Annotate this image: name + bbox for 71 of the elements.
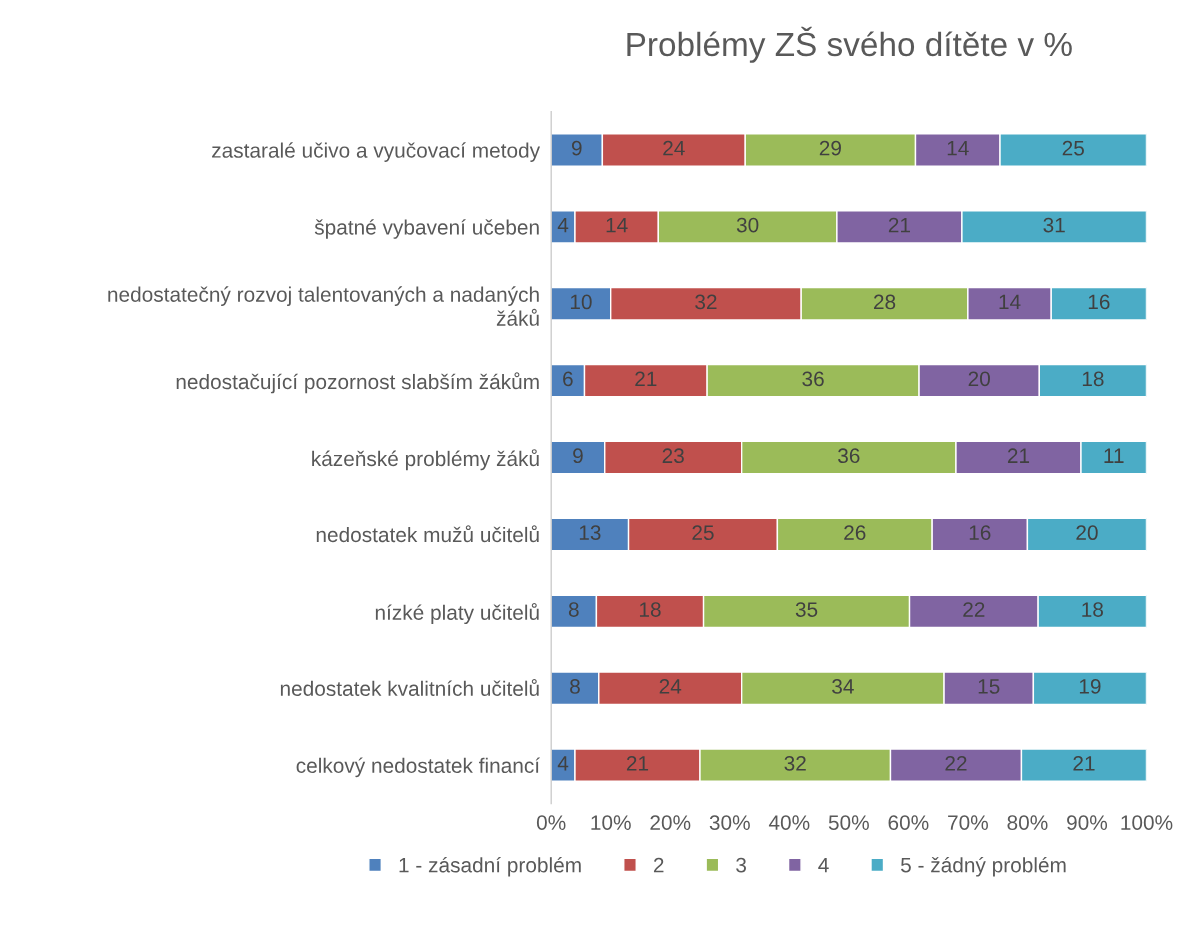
data-label: 16 (969, 525, 991, 541)
data-label: 14 (606, 217, 628, 233)
x-tick-label: 20% (650, 815, 691, 830)
data-label: 31 (1043, 217, 1065, 233)
x-tick-label: 80% (1007, 815, 1048, 830)
legend-label: 4 (818, 857, 829, 873)
legend-label: 3 (736, 857, 746, 873)
data-label: 24 (659, 679, 682, 694)
x-tick-label: 50% (828, 815, 869, 830)
data-label: 18 (1082, 602, 1103, 617)
y-tick-label: nedostatečný rozvoj talentovaných a nadaných žáků (108, 286, 539, 326)
data-label: 36 (838, 448, 860, 464)
data-label: 18 (639, 602, 661, 617)
data-label: 32 (784, 755, 806, 771)
x-tick-label: 70% (948, 815, 988, 830)
data-label: 16 (1088, 294, 1110, 310)
y-tick-label: celkový nedostatek financí (296, 757, 540, 778)
x-tick-label: 60% (888, 815, 929, 830)
data-label: 11 (1104, 448, 1124, 463)
chart-title: Problémy ZŠ svého dítěte v % (627, 26, 1072, 63)
data-label: 22 (963, 602, 985, 617)
data-label: 21 (1073, 755, 1095, 771)
legend-label: 5 - žádný problém (901, 856, 1066, 877)
data-label: 14 (947, 140, 969, 156)
data-label: 20 (968, 371, 990, 387)
legend-label: 1 - zásadní problém (399, 856, 581, 877)
data-label: 26 (844, 525, 866, 541)
data-label: 22 (945, 755, 967, 771)
y-tick-label: zastaralé učivo a vyučovací metody (212, 142, 541, 162)
data-label: 28 (874, 294, 896, 310)
data-label: 6 (563, 371, 573, 387)
data-label: 25 (1062, 140, 1084, 156)
data-label: 21 (1007, 448, 1030, 463)
data-label: 8 (570, 679, 580, 694)
data-label: 23 (662, 448, 684, 464)
x-tick-label: 10% (591, 815, 631, 830)
data-label: 21 (626, 755, 649, 771)
data-label: 25 (692, 525, 714, 541)
y-tick-label: nedostatek kvalitních učitelů (280, 678, 539, 696)
data-label: 4 (557, 217, 569, 233)
x-tick-label: 30% (709, 815, 750, 830)
data-label: 34 (832, 679, 854, 694)
y-tick-label: špatné vybavení učeben (314, 219, 539, 239)
x-tick-label: 90% (1067, 815, 1108, 830)
x-tick-label: 100% (1121, 815, 1173, 830)
data-label: 21 (888, 217, 910, 233)
data-label: 9 (571, 140, 582, 156)
data-label: 35 (795, 602, 818, 617)
data-label: 29 (819, 140, 841, 156)
data-label: 36 (802, 371, 824, 387)
data-label: 30 (736, 217, 759, 233)
data-label: 19 (1079, 679, 1101, 694)
data-label: 9 (573, 448, 583, 464)
x-tick-label: 40% (768, 815, 810, 830)
data-label: 13 (579, 525, 601, 541)
data-label: 10 (570, 294, 592, 310)
data-label: 4 (557, 756, 569, 771)
y-tick-label: kázeňské problémy žáků (312, 449, 539, 471)
y-tick-label: nedostatek mužů učitelů (316, 525, 539, 543)
data-label: 24 (663, 140, 685, 156)
data-label: 21 (635, 371, 657, 387)
legend-label: 2 (653, 857, 664, 873)
y-tick-label: nízké platy učitelů (375, 602, 539, 625)
data-label: 20 (1076, 525, 1098, 541)
data-label: 14 (999, 294, 1021, 310)
data-label: 15 (978, 679, 1000, 694)
y-tick-label: nedostačující pozornost slabším žákům (176, 372, 539, 394)
data-label: 18 (1082, 371, 1104, 387)
data-label: 8 (568, 602, 579, 617)
x-tick-label: 0% (536, 815, 566, 830)
data-label: 32 (695, 294, 717, 310)
